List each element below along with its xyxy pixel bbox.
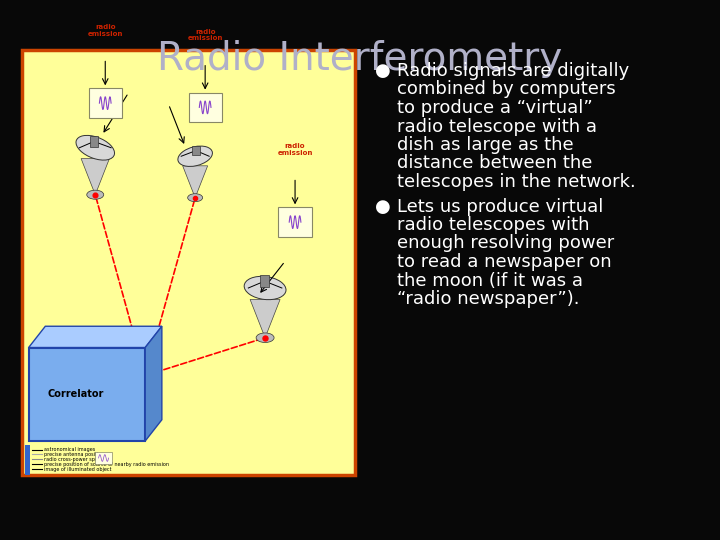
Polygon shape [183, 166, 207, 198]
Bar [22, 50, 355, 475]
Text: ●: ● [375, 198, 391, 215]
Text: ●: ● [375, 62, 391, 80]
Ellipse shape [188, 194, 202, 201]
Text: telescopes in the network.: telescopes in the network. [397, 173, 636, 191]
Ellipse shape [244, 276, 286, 300]
Text: precise antenna positions: precise antenna positions [44, 452, 107, 457]
Text: image of illuminated object: image of illuminated object [44, 467, 111, 471]
Bar [189, 92, 222, 122]
Text: radio cross-power spectra: radio cross-power spectra [44, 457, 107, 462]
Polygon shape [81, 159, 109, 195]
Text: Lets us produce virtual: Lets us produce virtual [397, 198, 603, 215]
Ellipse shape [178, 146, 212, 166]
Text: distance between the: distance between the [397, 154, 593, 172]
Text: astronomical images: astronomical images [44, 447, 95, 452]
Text: radio telescopes with: radio telescopes with [397, 216, 590, 234]
Text: enough resolving power: enough resolving power [397, 234, 614, 253]
Text: combined by computers: combined by computers [397, 80, 616, 98]
Bar [29, 348, 145, 441]
Text: to read a newspaper on: to read a newspaper on [397, 253, 611, 271]
Bar [89, 88, 122, 118]
Text: precise position of source of nearby radio emission: precise position of source of nearby rad… [44, 462, 168, 467]
Text: “radio newspaper”).: “radio newspaper”). [397, 290, 580, 308]
Polygon shape [145, 326, 162, 441]
Text: radio telescope with a: radio telescope with a [397, 118, 597, 136]
Text: Radio signals are digitally: Radio signals are digitally [397, 62, 629, 80]
Ellipse shape [256, 333, 274, 342]
Bar [90, 136, 98, 147]
Ellipse shape [76, 136, 114, 160]
Text: Correlator: Correlator [47, 389, 104, 399]
Bar [95, 451, 112, 464]
Text: radio
emission: radio emission [88, 24, 123, 37]
Polygon shape [250, 300, 280, 338]
Bar [279, 207, 312, 237]
Text: the moon (if it was a: the moon (if it was a [397, 272, 583, 289]
Bar [192, 146, 199, 156]
Bar [260, 275, 269, 287]
Text: radio
emission: radio emission [277, 143, 312, 156]
Bar [25, 446, 30, 475]
Text: radio
emission: radio emission [187, 29, 222, 42]
Polygon shape [29, 326, 162, 348]
Ellipse shape [87, 190, 104, 199]
Text: dish as large as the: dish as large as the [397, 136, 574, 154]
Text: to produce a “virtual”: to produce a “virtual” [397, 99, 593, 117]
Text: Radio Interferometry: Radio Interferometry [158, 40, 562, 78]
